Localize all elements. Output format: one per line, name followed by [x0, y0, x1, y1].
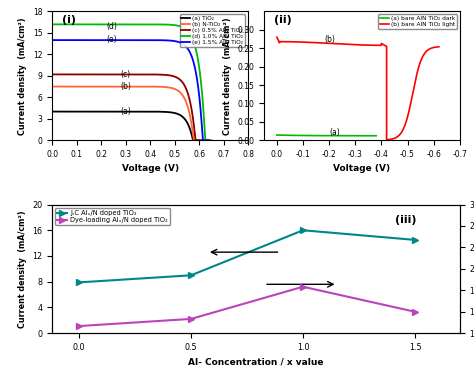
Line: Dye-loading Alₓ/N doped TiO₂: Dye-loading Alₓ/N doped TiO₂	[75, 283, 419, 329]
(a) TiO₂	[141, 109, 147, 114]
Dye-loading Alₓ/N doped TiO₂	[188, 317, 194, 321]
Line: (b) bare AlN TiO₂ light: (b) bare AlN TiO₂ light	[277, 37, 439, 140]
Dye-loading Alₓ/N doped TiO₂	[300, 285, 306, 289]
(a) TiO₂	[156, 110, 162, 114]
(e) 1.5% AlN TiO₂	[49, 38, 55, 43]
Y-axis label: Current density  (mA/cm²): Current density (mA/cm²)	[18, 17, 27, 135]
Text: (a): (a)	[329, 128, 340, 137]
(c) 0.5% AlN TiO₂	[67, 72, 73, 77]
JₛC Alₓ/N doped TiO₂	[76, 280, 82, 285]
Text: (e): (e)	[106, 35, 117, 44]
(a) bare AlN TiO₂ dark	[333, 133, 339, 138]
(c) 0.5% AlN TiO₂	[157, 72, 163, 77]
X-axis label: Voltage (V): Voltage (V)	[121, 164, 179, 173]
Text: (iii): (iii)	[394, 215, 416, 225]
Y-axis label: Current density  (mA/cm²): Current density (mA/cm²)	[18, 210, 27, 328]
(b) bare AlN TiO₂ light	[379, 43, 384, 47]
(d) 1.0% AlN TiO₂	[112, 22, 118, 27]
Text: (b): (b)	[324, 34, 335, 44]
(b) bare AlN TiO₂ light	[306, 40, 312, 45]
(d) 1.0% AlN TiO₂	[202, 138, 208, 142]
Y-axis label: Current density  (mA/cm²): Current density (mA/cm²)	[222, 17, 231, 135]
(a) TiO₂	[190, 138, 196, 142]
(b) N-TiO₂	[191, 138, 197, 142]
Line: (c) 0.5% AlN TiO₂: (c) 0.5% AlN TiO₂	[52, 74, 201, 140]
(a) bare AlN TiO₂ dark	[333, 133, 338, 138]
JₛC Alₓ/N doped TiO₂	[300, 228, 306, 232]
(c) 0.5% AlN TiO₂	[158, 72, 164, 77]
Line: (b) N-TiO₂: (b) N-TiO₂	[52, 87, 200, 140]
(a) TiO₂	[97, 109, 103, 114]
(c) 0.5% AlN TiO₂	[193, 138, 199, 142]
(a) bare AlN TiO₂ dark	[335, 133, 340, 138]
Line: (a) bare AlN TiO₂ dark: (a) bare AlN TiO₂ dark	[277, 135, 376, 136]
(a) bare AlN TiO₂ dark	[274, 133, 280, 137]
(b) bare AlN TiO₂ light	[402, 123, 408, 128]
(b) N-TiO₂	[97, 84, 103, 89]
(b) N-TiO₂	[197, 138, 202, 142]
Line: (a) TiO₂: (a) TiO₂	[52, 111, 199, 140]
(d) 1.0% AlN TiO₂	[165, 22, 171, 27]
(d) 1.0% AlN TiO₂	[149, 22, 155, 27]
(d) 1.0% AlN TiO₂	[209, 138, 214, 142]
Line: (e) 1.5% AlN TiO₂: (e) 1.5% AlN TiO₂	[52, 40, 209, 140]
Line: JₛC Alₓ/N doped TiO₂: JₛC Alₓ/N doped TiO₂	[75, 227, 419, 286]
(c) 0.5% AlN TiO₂	[98, 72, 103, 77]
Text: (i): (i)	[62, 15, 76, 25]
Text: (c): (c)	[121, 70, 131, 79]
Text: (d): (d)	[106, 22, 117, 31]
(e) 1.5% AlN TiO₂	[206, 138, 212, 142]
(e) 1.5% AlN TiO₂	[163, 38, 169, 43]
(c) 0.5% AlN TiO₂	[49, 72, 55, 77]
Text: (b): (b)	[121, 82, 132, 92]
(b) bare AlN TiO₂ light	[358, 43, 364, 47]
(e) 1.5% AlN TiO₂	[163, 38, 168, 43]
(e) 1.5% AlN TiO₂	[68, 38, 74, 43]
JₛC Alₓ/N doped TiO₂	[188, 273, 194, 278]
(e) 1.5% AlN TiO₂	[100, 38, 106, 43]
(b) N-TiO₂	[155, 84, 161, 89]
(b) N-TiO₂	[108, 84, 113, 89]
(b) bare AlN TiO₂ light	[383, 44, 388, 48]
(e) 1.5% AlN TiO₂	[111, 38, 117, 43]
Text: (ii): (ii)	[273, 15, 292, 25]
Legend: (a) TiO₂, (b) N-TiO₂, (c) 0.5% AlN TiO₂, (d) 1.0% AlN TiO₂, (e) 1.5% AlN TiO₂: (a) TiO₂, (b) N-TiO₂, (c) 0.5% AlN TiO₂,…	[180, 15, 245, 47]
Dye-loading Alₓ/N doped TiO₂	[412, 309, 418, 314]
(b) bare AlN TiO₂ light	[436, 44, 442, 49]
(b) N-TiO₂	[67, 84, 73, 89]
Text: (a): (a)	[121, 108, 131, 116]
Dye-loading Alₓ/N doped TiO₂	[76, 324, 82, 328]
(d) 1.0% AlN TiO₂	[68, 22, 74, 27]
(e) 1.5% AlN TiO₂	[148, 38, 154, 43]
(b) bare AlN TiO₂ light	[405, 113, 411, 117]
(a) TiO₂	[67, 109, 73, 114]
(b) N-TiO₂	[156, 84, 162, 89]
(b) N-TiO₂	[49, 84, 55, 89]
(a) TiO₂	[155, 110, 161, 114]
(b) bare AlN TiO₂ light	[274, 35, 280, 39]
Legend: JₛC Alₓ/N doped TiO₂, Dye-loading Alₓ/N doped TiO₂: JₛC Alₓ/N doped TiO₂, Dye-loading Alₓ/N …	[55, 208, 170, 225]
(c) 0.5% AlN TiO₂	[198, 138, 204, 142]
(d) 1.0% AlN TiO₂	[101, 22, 107, 27]
(b) bare AlN TiO₂ light	[384, 137, 390, 142]
(a) bare AlN TiO₂ dark	[374, 133, 379, 138]
(d) 1.0% AlN TiO₂	[164, 22, 170, 27]
Line: (d) 1.0% AlN TiO₂: (d) 1.0% AlN TiO₂	[52, 25, 211, 140]
(a) bare AlN TiO₂ dark	[274, 133, 280, 137]
(b) N-TiO₂	[142, 84, 147, 89]
X-axis label: Voltage (V): Voltage (V)	[333, 164, 391, 173]
(a) bare AlN TiO₂ dark	[358, 133, 364, 138]
(d) 1.0% AlN TiO₂	[49, 22, 55, 27]
JₛC Alₓ/N doped TiO₂	[412, 237, 418, 242]
(a) TiO₂	[107, 109, 113, 114]
(c) 0.5% AlN TiO₂	[109, 72, 114, 77]
(e) 1.5% AlN TiO₂	[200, 138, 206, 142]
(a) TiO₂	[196, 138, 201, 142]
(a) bare AlN TiO₂ dark	[364, 133, 370, 138]
Legend: (a) bare AlN TiO₂ dark, (b) bare AlN TiO₂ light: (a) bare AlN TiO₂ dark, (b) bare AlN TiO…	[378, 15, 457, 29]
X-axis label: Al- Concentration / x value: Al- Concentration / x value	[188, 357, 324, 367]
(a) TiO₂	[49, 109, 55, 114]
(c) 0.5% AlN TiO₂	[143, 72, 149, 77]
